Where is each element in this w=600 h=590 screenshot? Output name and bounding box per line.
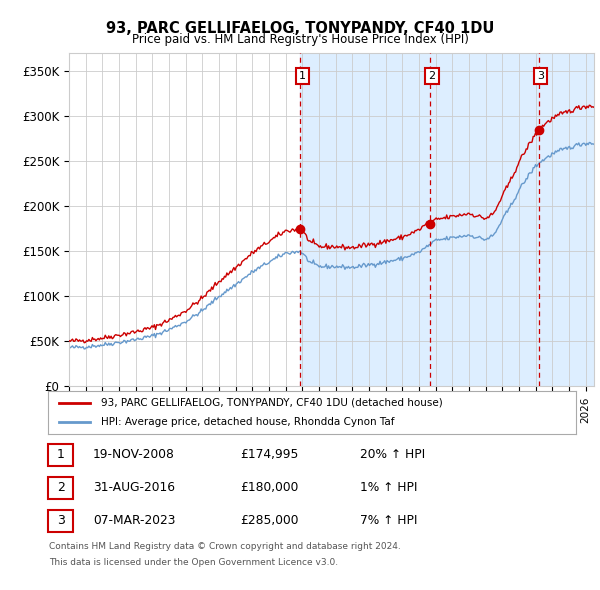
Text: 2: 2 [56,481,65,494]
Text: £174,995: £174,995 [240,448,298,461]
Text: This data is licensed under the Open Government Licence v3.0.: This data is licensed under the Open Gov… [49,558,338,566]
Text: 1: 1 [299,71,306,81]
Text: 31-AUG-2016: 31-AUG-2016 [93,481,175,494]
Text: 7% ↑ HPI: 7% ↑ HPI [360,514,418,527]
Text: 3: 3 [56,514,65,527]
Text: 1% ↑ HPI: 1% ↑ HPI [360,481,418,494]
Text: 93, PARC GELLIFAELOG, TONYPANDY, CF40 1DU (detached house): 93, PARC GELLIFAELOG, TONYPANDY, CF40 1D… [101,398,443,408]
Text: Contains HM Land Registry data © Crown copyright and database right 2024.: Contains HM Land Registry data © Crown c… [49,542,401,551]
Text: 2: 2 [428,71,436,81]
Text: HPI: Average price, detached house, Rhondda Cynon Taf: HPI: Average price, detached house, Rhon… [101,417,394,427]
Text: 19-NOV-2008: 19-NOV-2008 [93,448,175,461]
Text: 1: 1 [56,448,65,461]
Text: 93, PARC GELLIFAELOG, TONYPANDY, CF40 1DU: 93, PARC GELLIFAELOG, TONYPANDY, CF40 1D… [106,21,494,35]
Text: £285,000: £285,000 [240,514,299,527]
Bar [539,53,594,386]
Text: £180,000: £180,000 [240,481,298,494]
Text: 3: 3 [537,71,544,81]
Bar [430,53,539,386]
Text: 20% ↑ HPI: 20% ↑ HPI [360,448,425,461]
Bar [539,53,594,386]
Text: 07-MAR-2023: 07-MAR-2023 [93,514,176,527]
Text: Price paid vs. HM Land Registry's House Price Index (HPI): Price paid vs. HM Land Registry's House … [131,33,469,46]
Bar [301,53,430,386]
